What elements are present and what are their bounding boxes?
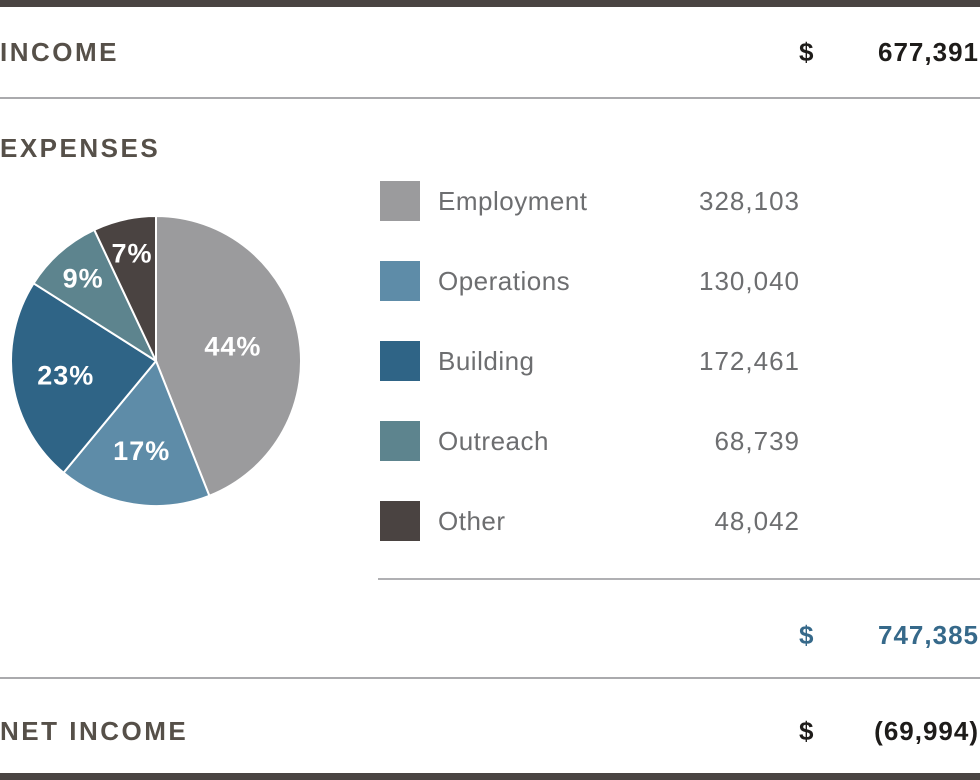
net-income-amount: (69,994) (874, 716, 979, 746)
income-section-divider (0, 97, 980, 99)
income-row: INCOME $ 677,391 (0, 35, 980, 69)
bottom-border-bar (0, 773, 980, 780)
legend-swatch-other (380, 501, 420, 541)
legend-row: Operations 130,040 (380, 261, 800, 301)
expenses-legend: Employment 328,103 Operations 130,040 Bu… (380, 181, 800, 581)
pie-slice-percentage-label: 7% (111, 239, 152, 269)
net-income-section-divider (0, 677, 980, 679)
pie-slice-percentage-label: 23% (37, 360, 94, 390)
pie-slice-percentage-label: 17% (113, 436, 170, 466)
legend-row: Other 48,042 (380, 501, 800, 541)
legend-category-amount: 328,103 (699, 185, 800, 216)
legend-category-amount: 68,739 (714, 425, 800, 456)
legend-category-amount: 130,040 (699, 265, 800, 296)
legend-swatch-employment (380, 181, 420, 221)
net-income-label: NET INCOME (0, 716, 189, 746)
legend-category-label: Other (438, 505, 506, 536)
income-amount: 677,391 (878, 37, 979, 67)
income-currency-symbol: $ (799, 37, 815, 67)
legend-swatch-operations (380, 261, 420, 301)
legend-row: Employment 328,103 (380, 181, 800, 221)
legend-swatch-outreach (380, 421, 420, 461)
income-label: INCOME (0, 37, 119, 67)
legend-row: Outreach 68,739 (380, 421, 800, 461)
legend-total-divider (378, 578, 980, 580)
pie-slice-employment (155, 215, 302, 497)
legend-category-amount: 172,461 (699, 345, 800, 376)
legend-category-amount: 48,042 (714, 505, 800, 536)
pie-slice-outreach (32, 228, 157, 362)
expenses-total-currency-symbol: $ (799, 620, 815, 650)
pie-slice-building (10, 282, 157, 474)
top-border-bar (0, 0, 980, 7)
legend-category-label: Operations (438, 265, 571, 296)
expenses-total-row: $ 747,385 (0, 618, 980, 652)
pie-slice-percentage-label: 44% (204, 331, 261, 361)
expenses-total-amount: 747,385 (878, 620, 979, 650)
net-income-row: NET INCOME $ (69,994) (0, 714, 980, 748)
legend-swatch-building (380, 341, 420, 381)
pie-slice-operations (62, 360, 211, 507)
pie-slice-percentage-label: 9% (63, 263, 104, 293)
legend-category-label: Building (438, 345, 535, 376)
net-income-currency-symbol: $ (799, 716, 815, 746)
legend-category-label: Employment (438, 185, 588, 216)
legend-row: Building 172,461 (380, 341, 800, 381)
expenses-pie-chart: 44% 17% 23% 9%7% (10, 215, 302, 507)
legend-category-label: Outreach (438, 425, 549, 456)
expenses-label: EXPENSES (0, 133, 161, 163)
pie-slice-other (93, 215, 157, 362)
